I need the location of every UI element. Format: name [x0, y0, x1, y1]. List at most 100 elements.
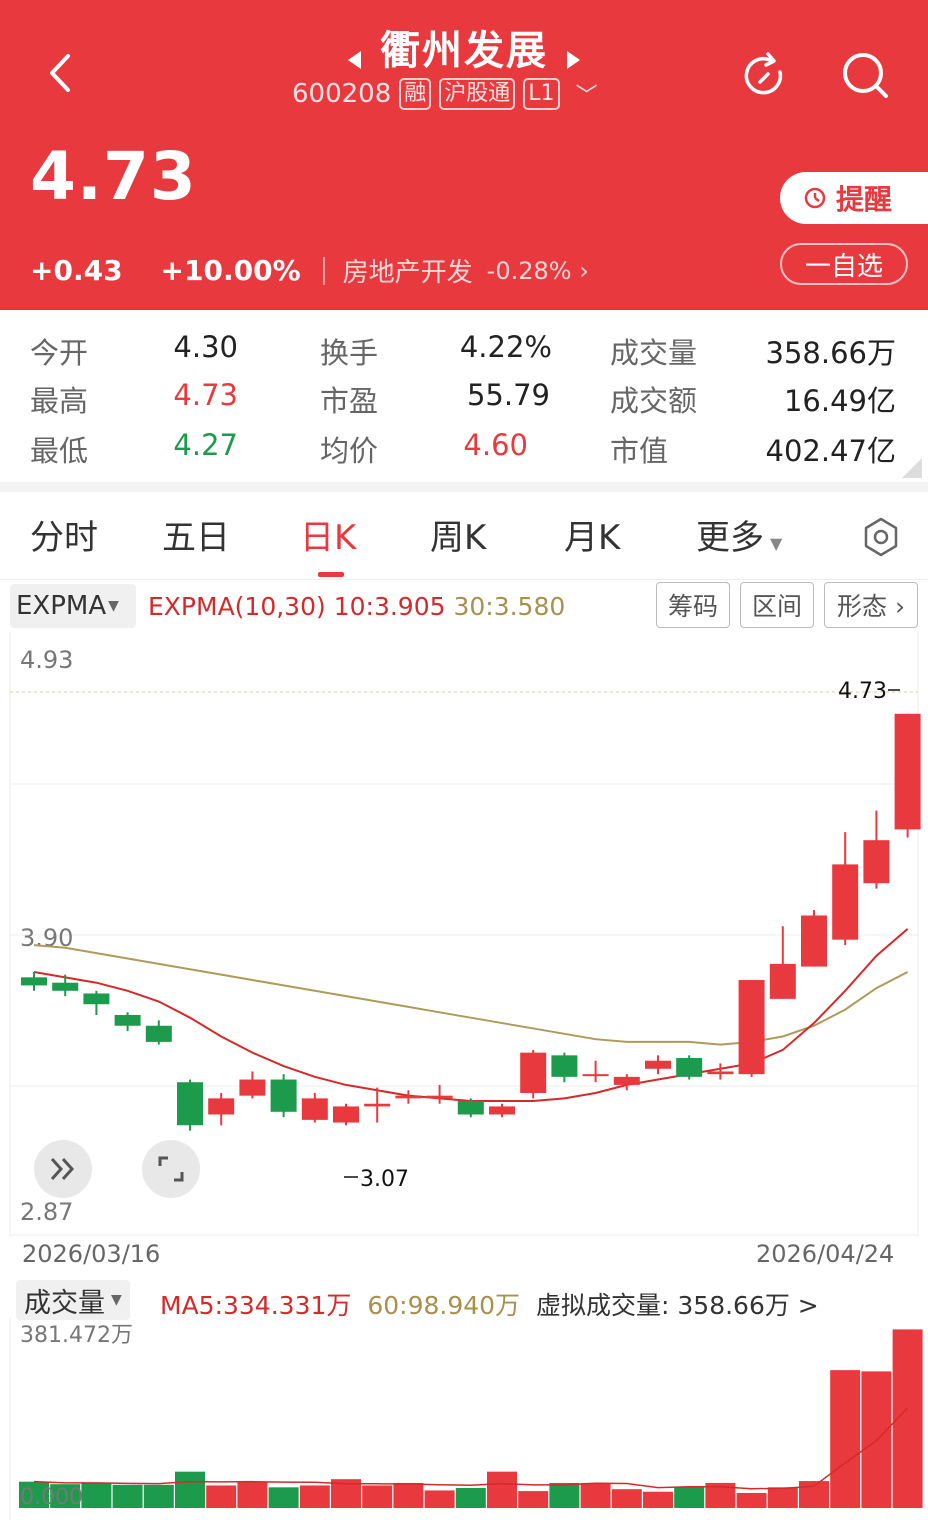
open-label: 今开: [30, 336, 89, 370]
current-price: 4.73: [30, 138, 197, 215]
expand-chart-button[interactable]: [34, 1140, 92, 1198]
max-price-marker: 4.73: [838, 679, 887, 704]
volume-bar: [487, 1471, 517, 1508]
candle-body: [177, 1082, 203, 1126]
volume-bar: [767, 1487, 798, 1508]
volume-bar: [736, 1492, 767, 1508]
pe-value: 55.79: [466, 378, 550, 412]
candle-body: [457, 1101, 484, 1115]
price-change-pct: +10.00%: [160, 254, 301, 287]
stock-code-row: 600208 融 沪股通 L1 ﹀: [292, 78, 598, 110]
y-axis-top: 4.93: [20, 646, 73, 674]
volume-bar: [50, 1484, 81, 1508]
sector-link[interactable]: 房地产开发: [342, 258, 473, 288]
tab-daily-k[interactable]: 日K: [300, 518, 357, 558]
expand-corner-icon[interactable]: [902, 458, 922, 478]
volume-axis-top: 381.472万: [20, 1323, 133, 1348]
candle-body: [270, 1079, 297, 1112]
volume-bar: [81, 1482, 112, 1508]
remind-label: 提醒: [836, 183, 893, 216]
period-tabs: 分时 五日 日K 周K 月K 更多 ▼: [0, 492, 928, 580]
volume-chart[interactable]: 381.472万 0.000: [0, 1318, 928, 1520]
indicator-select[interactable]: EXPMA ▼: [10, 584, 136, 628]
caret-down-icon: ▼: [111, 1292, 122, 1308]
volume-bar: [518, 1491, 549, 1508]
refresh-icon[interactable]: [738, 50, 790, 102]
tab-weekly-k[interactable]: 周K: [430, 518, 487, 558]
candle-body: [114, 1014, 141, 1026]
tab-intraday[interactable]: 分时: [30, 518, 98, 558]
fullscreen-button[interactable]: [142, 1140, 200, 1198]
y-axis-bottom: 2.87: [20, 1198, 73, 1226]
volume-bar: [19, 1481, 49, 1508]
market-cap-value: 402.47亿: [765, 434, 896, 468]
volume-bar: [237, 1481, 268, 1508]
next-stock-icon[interactable]: [567, 50, 581, 69]
change-row: +0.43 +10.00% 房地产开发 -0.28% ›: [30, 252, 589, 289]
back-arrow-icon[interactable]: [36, 48, 86, 98]
search-icon[interactable]: [838, 48, 892, 102]
candlestick-chart[interactable]: 4.93 3.90 2.87 4.73 3.07: [0, 632, 928, 1238]
start-date: 2026/03/16: [22, 1240, 161, 1268]
candle-body: [52, 982, 79, 991]
avg-value: 4.60: [463, 428, 528, 462]
stock-header: 衢州发展 600208 融 沪股通 L1 ﹀ 4.73 提醒 一自选 +0.43…: [0, 0, 928, 310]
amount-value: 16.49亿: [783, 384, 896, 418]
stock-name: 衢州发展: [380, 28, 548, 74]
volume-bar: [112, 1484, 143, 1508]
volume-bar: [549, 1482, 580, 1508]
indicator-select-label: EXPMA: [16, 591, 107, 621]
ema10-line: [33, 928, 909, 1103]
watchlist-button[interactable]: 一自选: [780, 243, 908, 285]
pattern-button[interactable]: 形态 ›: [824, 582, 918, 628]
turnover-label: 换手: [320, 336, 379, 370]
tab-five-day[interactable]: 五日: [162, 518, 230, 558]
indicator-name: EXPMA(10,30): [148, 592, 326, 621]
candle-body: [645, 1060, 671, 1069]
volume-bar: [424, 1490, 455, 1508]
tab-more[interactable]: 更多 ▼: [696, 510, 782, 559]
remind-button[interactable]: 提醒: [780, 172, 928, 224]
level-tag: L1: [523, 78, 560, 110]
market-cap-label: 市值: [610, 434, 669, 468]
margin-tag: 融: [399, 78, 432, 110]
candle-body: [239, 1079, 266, 1096]
avg-label: 均价: [320, 434, 379, 468]
volume-axis-bottom: 0.000: [20, 1485, 83, 1510]
volume-indicator-select[interactable]: 成交量 ▼: [16, 1280, 130, 1320]
sector-change[interactable]: -0.28% ›: [486, 256, 589, 285]
ema30-value: 30:3.580: [453, 592, 566, 621]
chip-button[interactable]: 筹码: [656, 582, 730, 628]
connect-tag: 沪股通: [439, 78, 516, 110]
prev-stock-icon[interactable]: [347, 50, 361, 69]
indicator-row: EXPMA ▼ EXPMA(10,30) 10:3.905 30:3.580 筹码…: [0, 580, 928, 632]
candle-body: [863, 840, 890, 884]
candle-body: [551, 1055, 578, 1077]
date-axis: 2026/03/16 2026/04/24: [0, 1238, 928, 1274]
volume-bar: [175, 1471, 205, 1508]
volume-ma5: MA5:334.331万: [160, 1291, 352, 1320]
candle-body: [489, 1106, 515, 1115]
chevron-down-icon[interactable]: ﹀: [575, 84, 598, 109]
volume-bar: [143, 1484, 174, 1508]
range-button[interactable]: 区间: [740, 582, 814, 628]
high-value: 4.73: [173, 378, 238, 412]
volume-ma60: 60:98.940万: [367, 1291, 521, 1320]
tab-monthly-k[interactable]: 月K: [564, 518, 621, 558]
high-label: 最高: [30, 384, 89, 418]
volume-bar: [643, 1491, 673, 1508]
section-gap: [0, 482, 928, 492]
volume-bar: [799, 1481, 829, 1508]
volume-bar: [393, 1482, 424, 1508]
candle-body: [894, 713, 921, 830]
volume-select-label: 成交量: [24, 1287, 105, 1319]
candle-body: [801, 915, 827, 967]
caret-down-icon: ▼: [770, 534, 783, 553]
settings-icon[interactable]: [860, 516, 902, 558]
candle-body: [301, 1098, 328, 1120]
virtual-volume[interactable]: 虚拟成交量: 358.66万 >: [536, 1291, 819, 1320]
candle-body: [208, 1098, 235, 1115]
volume-bar: [268, 1487, 299, 1508]
candle-body: [333, 1106, 359, 1123]
volume-bar: [611, 1489, 642, 1508]
